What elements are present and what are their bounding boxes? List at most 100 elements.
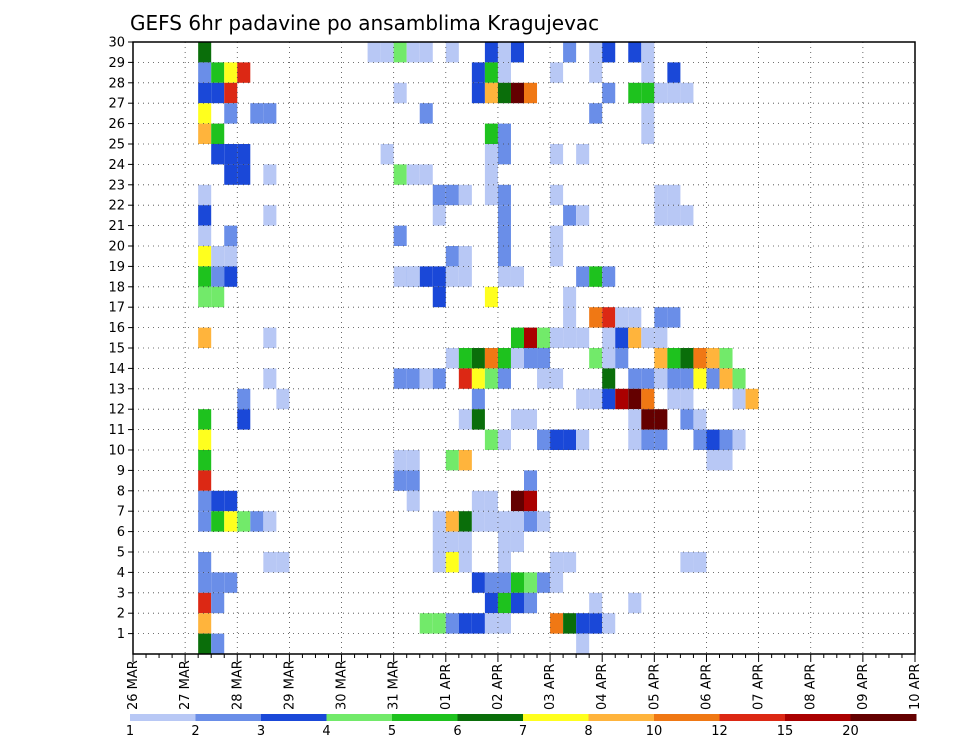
heatmap-cell	[563, 286, 577, 308]
y-tick-label: 6	[117, 525, 125, 540]
colorbar-swatch	[850, 714, 917, 721]
heatmap-cell	[550, 327, 564, 348]
heatmap-cell	[445, 450, 459, 471]
heatmap-cell	[563, 307, 577, 328]
heatmap-cell	[524, 327, 538, 348]
heatmap-cell	[589, 348, 603, 369]
heatmap-cell	[615, 388, 629, 410]
heatmap-cell	[563, 42, 577, 63]
heatmap-cell	[484, 62, 498, 83]
colorbar-label: 7	[519, 724, 527, 739]
heatmap-cell	[719, 348, 733, 369]
heatmap-cell	[406, 42, 420, 63]
heatmap-cell	[276, 388, 290, 410]
heatmap-cell	[550, 572, 564, 593]
heatmap-cell	[432, 531, 446, 552]
heatmap-cell	[276, 552, 290, 573]
heatmap-cell	[563, 613, 577, 634]
heatmap-cell	[732, 388, 746, 410]
heatmap-cell	[732, 368, 746, 389]
heatmap-cell	[576, 613, 590, 634]
heatmap-cell	[198, 205, 212, 226]
heatmap-cell	[458, 552, 472, 573]
heatmap-cell	[654, 368, 668, 389]
heatmap-cell	[602, 327, 616, 348]
heatmap-cell	[524, 490, 538, 512]
heatmap-cell	[497, 42, 511, 63]
heatmap-cell	[484, 348, 498, 369]
heatmap-cell	[432, 613, 446, 634]
heatmap-cell	[484, 613, 498, 634]
heatmap-cell	[237, 511, 251, 532]
heatmap-cell	[471, 572, 485, 593]
heatmap-cell	[510, 327, 524, 348]
heatmap-cell	[484, 82, 498, 104]
heatmap-cell	[224, 164, 238, 185]
y-axis-ticks: 1234567891011121314151617181920212223242…	[108, 36, 133, 642]
heatmap-cell	[615, 327, 629, 348]
heatmap-cell	[537, 511, 551, 532]
colorbar-label: 4	[322, 724, 330, 739]
heatmap-cell	[550, 552, 564, 573]
heatmap-cell	[537, 572, 551, 593]
heatmap-cell	[224, 82, 238, 104]
heatmap-cell	[263, 368, 277, 389]
heatmap-cell	[602, 613, 616, 634]
heatmap-cell	[198, 429, 212, 450]
heatmap-cell	[602, 368, 616, 389]
y-tick-label: 12	[108, 403, 125, 418]
heatmap-cell	[680, 409, 694, 430]
y-tick-label: 14	[108, 362, 125, 377]
heatmap-cell	[367, 42, 381, 63]
heatmap-cell	[563, 327, 577, 348]
heatmap-cell	[198, 490, 212, 512]
y-tick-label: 16	[108, 321, 125, 336]
heatmap-cell	[550, 225, 564, 246]
heatmap-cell	[432, 205, 446, 226]
heatmap-cell	[445, 266, 459, 287]
heatmap-cell	[693, 409, 707, 430]
heatmap-cell	[602, 348, 616, 369]
heatmap-cell	[667, 348, 681, 369]
heatmap-cell	[471, 368, 485, 389]
heatmap-cell	[706, 368, 720, 389]
y-tick-label: 20	[108, 240, 125, 255]
heatmap-cell	[224, 225, 238, 246]
heatmap-cell	[524, 348, 538, 369]
colorbar-swatch	[523, 714, 589, 721]
heatmap-cell	[471, 409, 485, 430]
heatmap-cell	[537, 327, 551, 348]
heatmap-cell	[471, 62, 485, 83]
heatmap-cell	[563, 429, 577, 450]
x-tick-label: 02 APR	[491, 664, 506, 710]
heatmap-cell	[445, 531, 459, 552]
heatmap-cell	[263, 103, 277, 124]
heatmap-cell	[667, 82, 681, 104]
heatmap-cell	[198, 450, 212, 471]
heatmap-cell	[641, 409, 655, 430]
colorbar-swatch	[195, 714, 262, 721]
heatmap-cell	[510, 82, 524, 104]
x-tick-label: 07 APR	[752, 664, 767, 710]
heatmap-cell	[680, 82, 694, 104]
heatmap-cell	[550, 429, 564, 450]
heatmap-cell	[393, 225, 407, 246]
x-tick-label: 27 MAR	[178, 660, 193, 710]
heatmap-cell	[471, 348, 485, 369]
heatmap-cell	[641, 42, 655, 63]
heatmap-cell	[393, 82, 407, 104]
heatmap-cell	[393, 164, 407, 185]
heatmap-cell	[524, 592, 538, 614]
y-tick-label: 15	[108, 342, 125, 357]
heatmap-cell	[667, 184, 681, 206]
heatmap-cell	[458, 409, 472, 430]
y-tick-label: 27	[108, 97, 125, 112]
y-tick-label: 9	[117, 464, 125, 479]
y-tick-label: 8	[117, 484, 125, 499]
heatmap-cell	[510, 266, 524, 287]
heatmap-cell	[693, 368, 707, 389]
heatmap-cell	[576, 144, 590, 165]
x-tick-label: 05 APR	[647, 664, 662, 710]
y-tick-label: 25	[108, 138, 125, 153]
heatmap-cell	[250, 511, 264, 532]
